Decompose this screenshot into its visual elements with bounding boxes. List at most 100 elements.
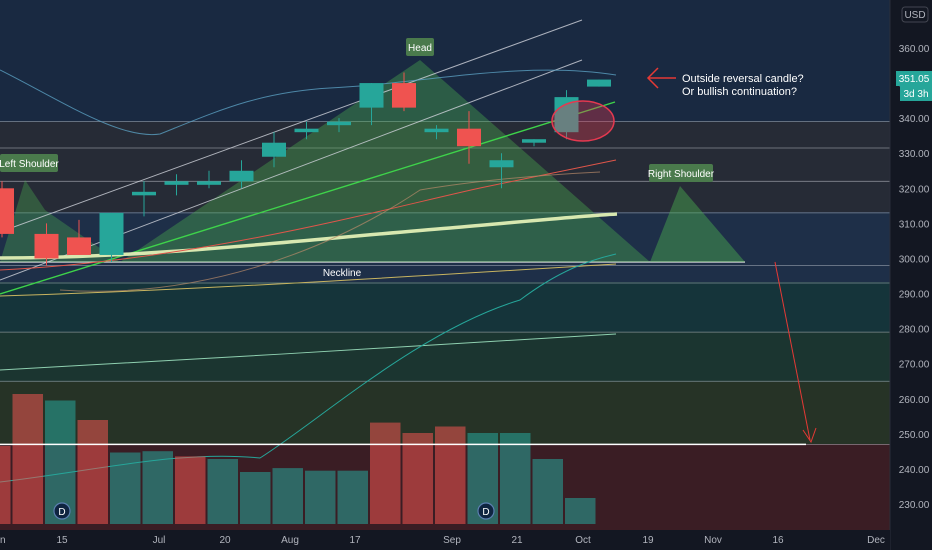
currency-label: USD <box>904 10 925 21</box>
time-tick-labels: 15 Jul 20 Aug 17 Sep 21 Oct 19 Nov 16 Dec <box>56 535 884 546</box>
right-shoulder-triangle <box>650 186 745 262</box>
price-tick-label: 260.00 <box>899 395 930 406</box>
candle-body <box>359 83 384 108</box>
channel-upper-line <box>0 19 583 233</box>
candle-body <box>0 188 14 234</box>
channel-middle-line <box>0 59 583 281</box>
candle-body <box>262 142 286 157</box>
volume-bar <box>0 446 11 524</box>
neckline-label: Neckline <box>323 268 362 279</box>
currency-badge-box <box>901 6 929 23</box>
head-label[interactable]: Head <box>406 38 434 56</box>
volume-bar <box>532 459 563 524</box>
candle-body <box>457 128 481 147</box>
volume-bar <box>142 451 173 524</box>
volume-bar <box>402 433 433 524</box>
dividend-marker-circle <box>53 502 71 520</box>
countdown-text: 3d 3h <box>903 89 928 100</box>
zone-support-2 <box>0 332 890 382</box>
moving-average-brown <box>59 171 601 292</box>
candle-body <box>327 121 351 126</box>
dividend-marker-text: D <box>482 507 489 518</box>
currency-badge[interactable]: USD <box>901 6 929 23</box>
time-tick-label: 17 <box>349 535 361 546</box>
candle-body <box>522 139 546 143</box>
zone-consolidation <box>0 122 890 212</box>
projection-arrowhead <box>802 427 817 444</box>
price-tick-label: 310.00 <box>899 219 930 230</box>
volume-bar <box>12 394 43 524</box>
right-shoulder-label-text: Right Shoulder <box>648 169 715 180</box>
candle-body <box>294 128 319 133</box>
volume-bar <box>337 470 368 524</box>
last-price-box <box>896 71 932 86</box>
dividend-marker-2[interactable]: D <box>477 502 495 520</box>
candle-body <box>392 83 416 108</box>
note-line-1: Outside reversal candle? <box>682 73 804 85</box>
candle-body <box>34 233 59 259</box>
price-tick-label: 250.00 <box>899 430 930 441</box>
moving-average-blue <box>0 69 617 136</box>
volume-bar <box>175 456 206 524</box>
price-tick-label: 320.00 <box>899 184 930 195</box>
volume-bar <box>207 459 238 524</box>
price-tick-label: 240.00 <box>899 465 930 476</box>
volume-bar <box>272 468 303 524</box>
volume-bars <box>0 394 596 524</box>
projection-arrow <box>774 261 811 441</box>
channel-lower-line <box>0 101 616 295</box>
time-tick-label: Jul <box>153 535 166 546</box>
time-tick-label: Dec <box>867 535 885 546</box>
countdown-box <box>900 86 932 101</box>
volume-bar <box>240 472 271 524</box>
price-tick-label: 230.00 <box>899 500 930 511</box>
note-line-2: Or bullish continuation? <box>682 86 797 98</box>
time-tick-label: 15 <box>56 535 68 546</box>
head-triangle <box>120 60 650 262</box>
price-tick-labels: 360.00350.00340.00330.00320.00310.00300.… <box>899 44 930 511</box>
highlight-ellipse <box>551 100 615 142</box>
volume-bar <box>305 470 336 524</box>
candle-body <box>554 97 579 133</box>
moving-average-long <box>0 333 617 371</box>
dividend-marker-1[interactable]: D <box>53 502 71 520</box>
left-shoulder-label-box <box>0 154 58 172</box>
candle-body <box>197 181 221 185</box>
candle-body <box>132 191 156 196</box>
volume-bar <box>77 420 108 524</box>
right-shoulder-label-box <box>649 164 713 182</box>
candle-body <box>164 181 189 185</box>
dividend-marker-text: D <box>58 507 65 518</box>
zone-upper <box>0 0 890 122</box>
candle-body <box>424 128 449 133</box>
time-tick-label: 19 <box>642 535 654 546</box>
volume-bar <box>370 422 401 524</box>
volume-bar <box>435 426 466 524</box>
note-arrowhead <box>646 67 659 89</box>
right-shoulder-label[interactable]: Right Shoulder <box>648 164 715 182</box>
last-price-text: 351.05 <box>899 74 930 85</box>
price-tick-label: 290.00 <box>899 290 930 301</box>
left-shoulder-label[interactable]: Left Shoulder <box>0 154 59 172</box>
moving-average-red <box>0 159 617 271</box>
price-tick-label: 340.00 <box>899 114 930 125</box>
volume-bar <box>565 498 596 524</box>
moving-average-thick <box>0 212 618 260</box>
time-tick-label: Oct <box>575 535 591 546</box>
time-tick-label: Aug <box>281 535 299 546</box>
volume-bar <box>500 433 531 524</box>
candle-body <box>67 237 91 255</box>
price-tick-label: 280.00 <box>899 325 930 336</box>
candle-body <box>489 160 514 168</box>
time-tick-label: 16 <box>772 535 784 546</box>
price-tick-label: 360.00 <box>899 44 930 55</box>
time-axis-cut-label: n <box>0 535 6 546</box>
candle-body <box>229 170 254 182</box>
time-axis[interactable] <box>0 530 890 550</box>
moving-average-yellow <box>0 263 617 297</box>
time-tick-label: 20 <box>219 535 231 546</box>
candlesticks <box>0 72 611 266</box>
dividend-marker-circle <box>477 502 495 520</box>
price-tick-label: 330.00 <box>899 149 930 160</box>
